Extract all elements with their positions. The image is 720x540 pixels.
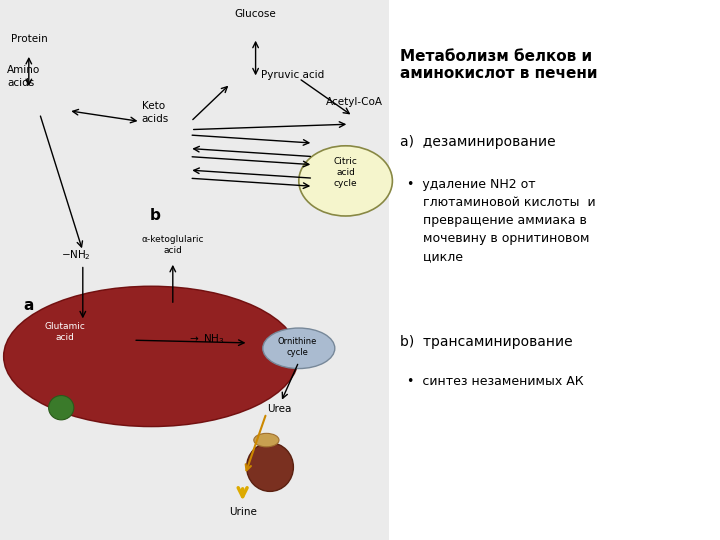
Ellipse shape: [49, 395, 74, 420]
Text: •  удаление NH2 от
    глютаминовой кислоты  и
    превращение аммиака в
    моч: • удаление NH2 от глютаминовой кислоты и…: [407, 178, 595, 263]
Text: Ornithine
cycle: Ornithine cycle: [278, 336, 317, 357]
Text: Urea: Urea: [267, 404, 292, 414]
Text: Acetyl-CoA: Acetyl-CoA: [325, 97, 383, 107]
Text: a: a: [24, 298, 34, 313]
Text: Urine: Urine: [229, 507, 256, 517]
Text: $-$NH$_2$: $-$NH$_2$: [60, 248, 91, 262]
Text: α-ketoglularic
acid: α-ketoglularic acid: [142, 235, 204, 255]
Text: Pyruvic acid: Pyruvic acid: [261, 70, 324, 79]
Text: Метаболизм белков и
аминокислот в печени: Метаболизм белков и аминокислот в печени: [400, 49, 597, 81]
Ellipse shape: [253, 433, 279, 447]
Ellipse shape: [263, 328, 335, 368]
FancyBboxPatch shape: [0, 0, 389, 540]
Text: b)  трансаминирование: b) трансаминирование: [400, 335, 572, 349]
Ellipse shape: [246, 443, 294, 491]
Ellipse shape: [4, 286, 299, 427]
Text: Keto
acids: Keto acids: [142, 101, 169, 124]
Text: Amino
acids: Amino acids: [7, 65, 40, 88]
Text: Citric
acid
cycle: Citric acid cycle: [333, 157, 358, 188]
Text: $\rightarrow$ NH$_3$: $\rightarrow$ NH$_3$: [187, 332, 225, 346]
Text: Protein: Protein: [11, 34, 48, 44]
Text: a)  дезаминирование: a) дезаминирование: [400, 135, 555, 149]
Text: b: b: [149, 208, 161, 224]
FancyBboxPatch shape: [389, 0, 720, 540]
Text: •  синтез незаменимых АК: • синтез незаменимых АК: [407, 375, 583, 388]
Text: Glutamic
acid: Glutamic acid: [45, 322, 85, 342]
Text: Glucose: Glucose: [235, 9, 276, 19]
Ellipse shape: [299, 146, 392, 216]
